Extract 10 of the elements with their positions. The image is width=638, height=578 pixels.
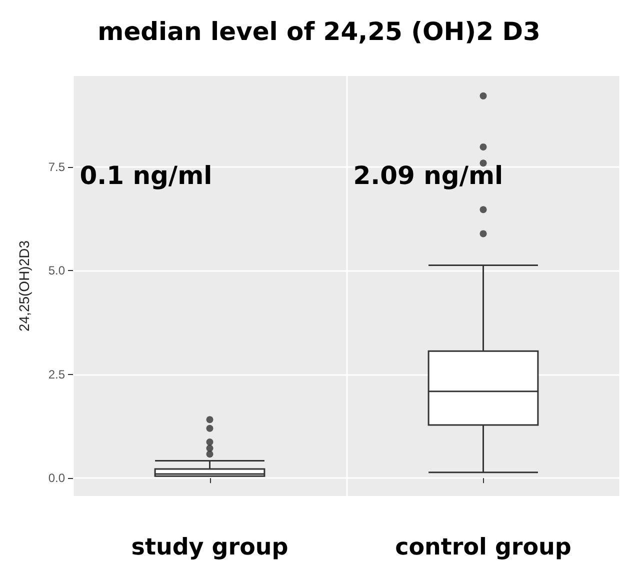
annotation: 0.1 ng/ml (80, 160, 212, 190)
y-tick-label: 7.5 (48, 160, 66, 174)
y-tick-label: 5.0 (48, 264, 66, 278)
x-tick-label: control group (395, 534, 572, 560)
y-axis-title: 24,25(OH)2D3 (16, 240, 32, 332)
y-tick-label: 2.5 (48, 367, 66, 382)
y-tick-label: 0.0 (48, 471, 66, 486)
chart-title: median level of 24,25 (OH)2 D3 (98, 17, 540, 46)
x-tick-label: study group (131, 534, 288, 560)
annotation: 2.09 ng/ml (353, 160, 504, 190)
